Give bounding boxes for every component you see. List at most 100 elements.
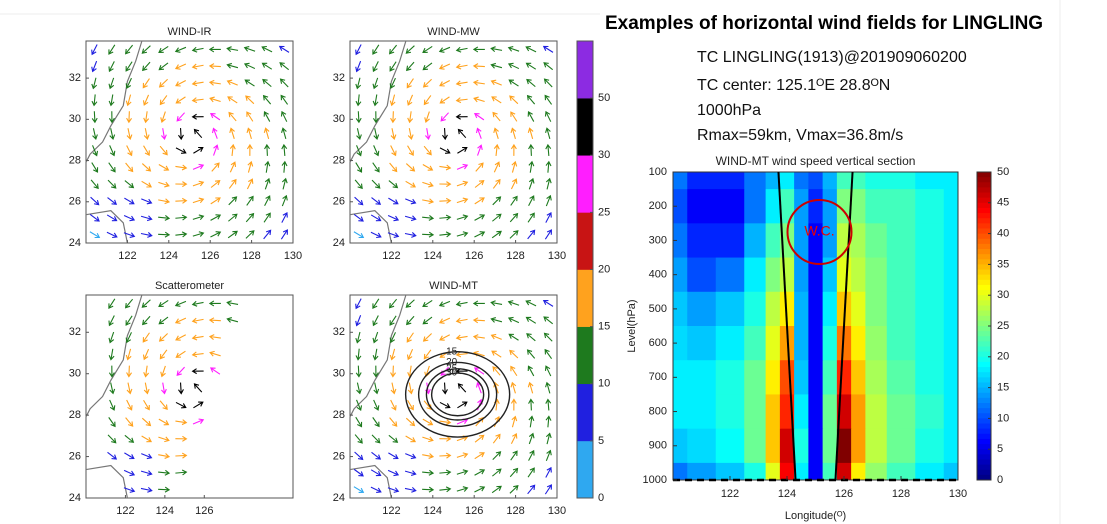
wind-arrow (545, 143, 552, 156)
wind-arrow (278, 45, 290, 53)
annotation-circle (786, 199, 853, 265)
colorbar-label: 20 (997, 351, 1009, 363)
heat-cell (865, 257, 888, 293)
wind-arrow (209, 367, 221, 375)
wind-arrow (108, 365, 115, 378)
wind-arrow (246, 111, 254, 122)
wind-arrow (477, 144, 483, 156)
wind-arrow (264, 177, 271, 190)
wind-arrow (492, 366, 501, 376)
wind-arrow (545, 381, 551, 394)
colorbar-step (977, 341, 991, 348)
wind-arrow (108, 315, 115, 327)
colorbar-step (977, 418, 991, 425)
wind-arrow (281, 143, 288, 156)
wind-arrow (493, 127, 499, 139)
wind-arrow (158, 164, 170, 171)
wind-arrow (228, 178, 237, 189)
heat-cell (765, 291, 781, 327)
colorbar-step (977, 295, 991, 301)
x-axis-label: Longitude(ᴼ) (785, 510, 846, 522)
x-tick-label: 124 (778, 488, 796, 500)
wind-arrow (142, 78, 150, 89)
wind-arrow (191, 368, 204, 375)
wind-arrow (528, 415, 535, 428)
colorbar-step (977, 300, 991, 306)
wind-arrow (545, 160, 552, 173)
wind-arrow (511, 160, 518, 173)
wind-arrow (141, 299, 151, 308)
y-tick-label: 28 (69, 154, 81, 166)
colorbar-step (977, 315, 991, 322)
wind-arrow (527, 111, 535, 122)
wind-arrow (158, 316, 169, 325)
wind-arrow (390, 111, 397, 124)
wind-arrow (126, 145, 133, 157)
wind-arrow (439, 181, 452, 188)
heat-cell (765, 462, 781, 481)
colorbar-step (977, 331, 991, 337)
wind-arrow (226, 300, 239, 307)
heat-cell (744, 291, 767, 327)
wind-arrow (389, 162, 398, 173)
wind-arrow (474, 434, 485, 443)
heat-cell (808, 189, 824, 224)
heat-cell (915, 326, 945, 361)
wind-arrow (442, 382, 448, 395)
annotation: W.C. (804, 223, 834, 239)
wind-arrow (191, 80, 204, 87)
wind-arrow (209, 113, 221, 121)
wind-arrow (175, 181, 188, 188)
wind-arrow (456, 163, 469, 170)
wind-arrow (405, 180, 417, 188)
heat-cell (865, 326, 888, 361)
colorbar-step (977, 320, 991, 327)
heat-cell (779, 428, 795, 464)
wind-arrow (528, 160, 535, 173)
wind-arrow (423, 145, 432, 156)
x-tick-label: 122 (382, 250, 400, 262)
y-tick-label: 26 (69, 196, 81, 208)
wind-arrow (510, 111, 518, 122)
wind-arrow (373, 399, 380, 411)
wind-arrow (424, 111, 430, 123)
wind-arrow (474, 180, 485, 188)
wind-arrow (175, 231, 188, 238)
wind-arrow (355, 94, 362, 107)
wind-arrow (405, 435, 417, 443)
wind-arrow (528, 449, 535, 461)
colorbar-segment (577, 41, 593, 99)
wind-arrow (158, 231, 171, 238)
heat-cell (794, 394, 809, 430)
colorbar-step (977, 233, 991, 240)
wind-arrow (525, 62, 537, 70)
wind-arrow (213, 144, 219, 156)
heat-cell (715, 326, 745, 361)
heat-cell (943, 172, 959, 190)
colorbar-step (977, 213, 991, 219)
wind-arrow (229, 161, 237, 173)
y-tick-label: 24 (69, 492, 81, 504)
wind-arrow (493, 143, 500, 156)
wind-arrow (490, 79, 502, 86)
wind-arrow (356, 128, 362, 140)
wind-arrow (192, 231, 205, 237)
wind-arrow (387, 469, 400, 477)
wind-arrow (264, 143, 270, 156)
wind-arrow (355, 416, 363, 428)
heat-cell (865, 189, 888, 224)
heat-cell (744, 428, 767, 464)
wind-arrow (226, 62, 239, 69)
y-tick-label: 24 (333, 237, 345, 249)
wind-arrow (544, 229, 552, 240)
heat-cell (765, 394, 781, 430)
wind-arrow (108, 331, 115, 344)
y-tick-label: 100 (649, 166, 667, 178)
wind-arrow (108, 162, 116, 173)
colorbar-segment (577, 155, 593, 213)
wind-arrow (210, 214, 222, 221)
wind-arrow (545, 398, 552, 411)
wind-arrow (472, 334, 485, 340)
wind-arrow (389, 348, 396, 361)
wind-arrow (208, 334, 221, 340)
